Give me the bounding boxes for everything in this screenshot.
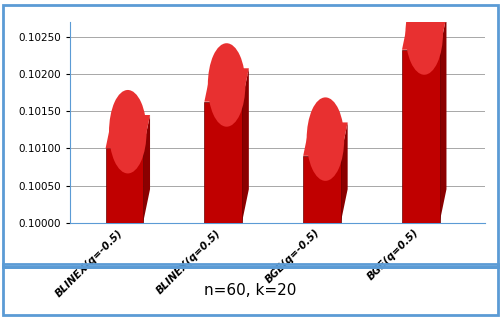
Polygon shape [440, 16, 446, 223]
Polygon shape [242, 68, 249, 223]
Polygon shape [340, 122, 347, 223]
Polygon shape [204, 68, 249, 102]
Polygon shape [106, 115, 150, 149]
Ellipse shape [306, 97, 344, 181]
Bar [204, 102, 242, 223]
Polygon shape [402, 16, 446, 50]
Polygon shape [143, 115, 150, 223]
Ellipse shape [109, 90, 146, 173]
Ellipse shape [208, 43, 246, 127]
Bar [402, 50, 440, 223]
Polygon shape [303, 122, 348, 156]
Bar [303, 156, 341, 223]
Ellipse shape [406, 0, 443, 75]
Bar [106, 149, 143, 223]
Text: n=60, k=20: n=60, k=20 [204, 283, 296, 299]
